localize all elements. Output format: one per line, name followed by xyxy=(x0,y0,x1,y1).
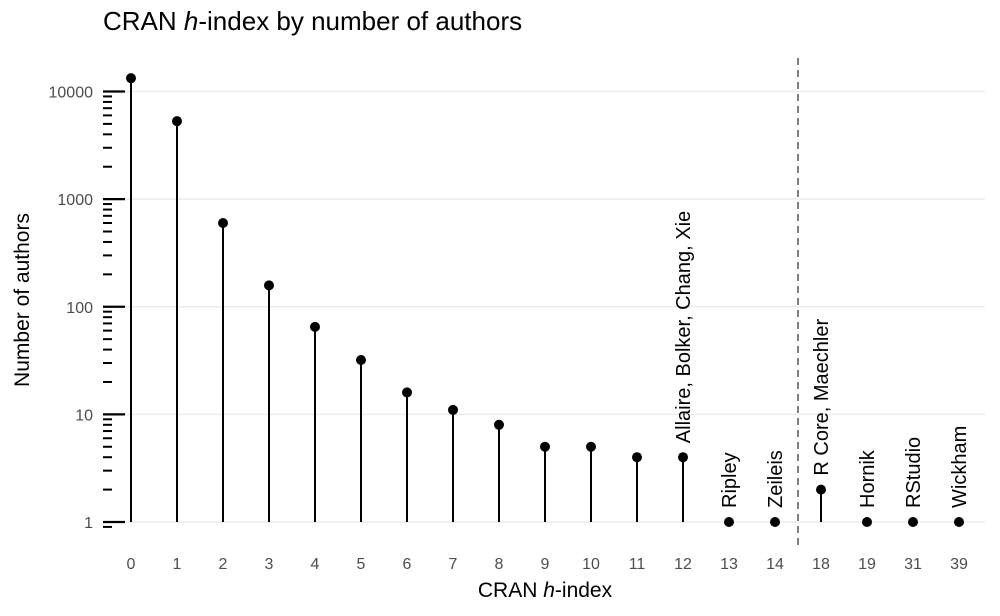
grid-lines xyxy=(125,90,985,523)
point-1 xyxy=(172,116,182,127)
x-tick-label: 31 xyxy=(904,556,922,573)
x-tick-label: 3 xyxy=(265,556,274,573)
point-0 xyxy=(126,73,136,84)
point-14 xyxy=(770,517,780,527)
annotation-label: Wickham xyxy=(949,426,971,508)
x-tick-labels: 0 1 2 3 4 5 6 7 8 9 10 11 12 13 14 18 19 31 39 xyxy=(127,556,968,573)
y-axis-title: Number of authors xyxy=(11,213,34,387)
annotation-label: R Core, Maechler xyxy=(811,319,833,476)
y-tick-labels: 1 10 100 1000 10000 xyxy=(49,85,94,533)
point-6 xyxy=(402,387,412,398)
x-tick-label: 4 xyxy=(311,556,320,573)
annotation-label: RStudio xyxy=(903,437,925,508)
x-tick-label: 12 xyxy=(674,556,692,573)
x-tick-label: 5 xyxy=(357,556,366,573)
point-5 xyxy=(356,355,366,366)
x-tick-label: 10 xyxy=(582,556,600,573)
point-31 xyxy=(908,517,918,527)
point-7 xyxy=(448,404,458,415)
x-tick-label: 1 xyxy=(173,556,182,573)
point-13 xyxy=(724,517,734,527)
y-tick-label: 1 xyxy=(84,515,93,532)
point-39 xyxy=(954,517,964,527)
x-tick-label: 2 xyxy=(219,556,228,573)
chart-title: CRAN h-index by number of authors xyxy=(103,6,523,36)
point-10 xyxy=(586,441,596,452)
point-18 xyxy=(816,484,826,495)
y-tick-label: 1000 xyxy=(57,192,93,209)
point-8 xyxy=(494,419,504,430)
point-9 xyxy=(540,441,550,452)
x-tick-label: 18 xyxy=(812,556,830,573)
lollipop-marks xyxy=(126,73,964,527)
x-tick-label: 11 xyxy=(629,556,646,573)
point-12 xyxy=(678,452,688,463)
x-tick-label: 7 xyxy=(449,556,458,573)
x-tick-label: 6 xyxy=(403,556,412,573)
y-tick-label: 10000 xyxy=(49,85,94,102)
y-tick-label: 100 xyxy=(66,300,93,317)
x-tick-label: 9 xyxy=(541,556,550,573)
x-axis-title: CRAN h-index xyxy=(478,579,613,602)
annotation-label: Zeileis xyxy=(765,450,787,508)
x-tick-label: 0 xyxy=(127,556,136,573)
point-11 xyxy=(632,452,642,463)
y-minor-ticks xyxy=(103,90,125,528)
point-2 xyxy=(218,218,228,229)
x-tick-label: 19 xyxy=(858,556,876,573)
annotation-label: Hornik xyxy=(857,449,879,508)
annotation-label: Allaire, Bolker, Chang, Xie xyxy=(673,211,695,443)
x-tick-label: 14 xyxy=(766,556,784,573)
point-4 xyxy=(310,321,320,332)
x-tick-label: 8 xyxy=(495,556,504,573)
point-3 xyxy=(264,280,274,291)
y-tick-label: 10 xyxy=(75,407,93,424)
x-tick-label: 13 xyxy=(720,556,738,573)
point-19 xyxy=(862,517,872,527)
annotation-label: Ripley xyxy=(719,452,741,508)
x-tick-label: 39 xyxy=(950,556,968,573)
annotation-labels: Allaire, Bolker, Chang, Xie Ripley Zeileis… xyxy=(673,211,971,508)
